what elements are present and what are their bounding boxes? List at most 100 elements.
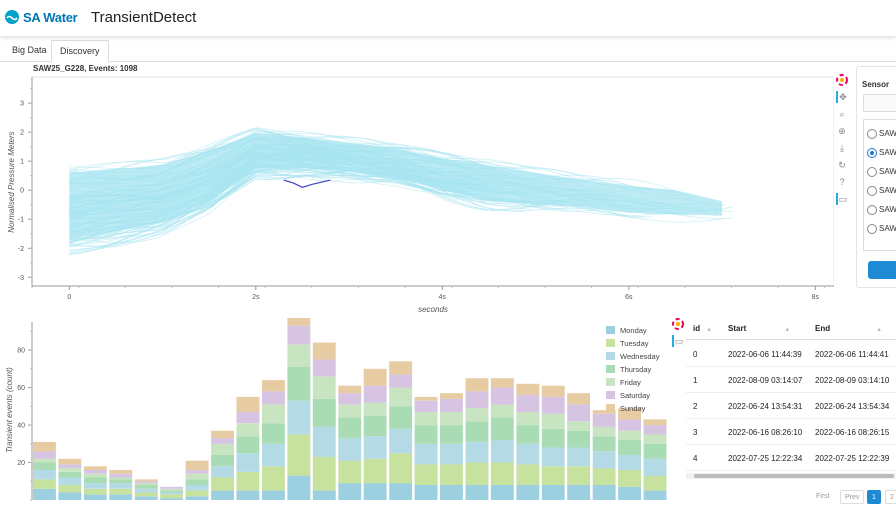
pan-icon[interactable]: ✥ <box>836 91 848 103</box>
tab-discovery[interactable]: Discovery <box>51 40 109 62</box>
col-label: End <box>815 324 831 333</box>
table-row[interactable]: 4 2022-07-25 12:22:34 2022-07-25 12:22:3… <box>686 445 896 471</box>
bar-y-tick-label: 80 <box>17 348 25 355</box>
sensor-radio-list[interactable]: SAW1 SAW2 SAW1 SAW2 SAW2 SAW4 <box>863 119 896 251</box>
bar-segment <box>414 425 438 444</box>
bar-segment <box>465 391 489 409</box>
sensor-option[interactable]: SAW1 <box>864 124 896 143</box>
sort-icon[interactable]: ▲ <box>876 327 883 333</box>
pager-prev[interactable]: Prev <box>840 490 865 504</box>
radio-button[interactable] <box>867 185 877 196</box>
bar-segment <box>338 404 362 418</box>
bar-segment <box>312 376 336 399</box>
pager-next[interactable]: 2 <box>885 490 896 504</box>
bar-segment <box>643 475 667 491</box>
bar-segment <box>389 406 413 429</box>
bar-segment <box>440 443 463 465</box>
bar-y-tick-label: 60 <box>17 385 25 392</box>
radio-button[interactable] <box>867 128 877 139</box>
bar-segment <box>541 413 565 429</box>
bar-segment <box>592 413 616 427</box>
transient-events-bar-chart[interactable]: 20 40 60 80 Transient events (count) Monday… <box>0 318 690 504</box>
pager-first[interactable]: First <box>816 493 830 500</box>
tab-big-data[interactable]: Big Data <box>12 45 47 55</box>
pressure-trace <box>69 174 726 254</box>
col-start[interactable]: Start ▲ <box>728 324 790 333</box>
table-horizontal-scrollbar[interactable] <box>686 473 896 479</box>
legend-swatch <box>606 378 615 386</box>
radio-button[interactable] <box>867 166 877 177</box>
bar-segment <box>58 468 82 472</box>
x-tick-label: 8s <box>812 294 820 301</box>
legend-label: Wednesday <box>620 352 660 361</box>
radio-button-selected[interactable] <box>867 147 877 158</box>
sa-water-logo[interactable]: SA Water <box>4 9 78 25</box>
bar-segment <box>185 485 209 491</box>
bar-segment <box>211 430 234 439</box>
y-tick-label: -1 <box>18 217 24 224</box>
help-icon[interactable]: ? <box>839 177 845 187</box>
col-id[interactable]: id ▲ <box>693 324 712 333</box>
bar-segment <box>541 396 565 414</box>
radio-button[interactable] <box>867 204 877 215</box>
x-tick-label: 4s <box>439 294 447 301</box>
bokeh-logo-icon[interactable] <box>836 74 848 86</box>
legend-label: Sunday <box>620 404 646 413</box>
table-pager: First Prev 1 2 <box>686 488 896 504</box>
cell-end: 2022-06-06 11:44:41 <box>815 350 889 359</box>
bar-segment <box>338 460 362 484</box>
bar-segment <box>618 486 641 500</box>
table-row[interactable]: 0 2022-06-06 11:44:39 2022-06-06 11:44:4… <box>686 341 896 367</box>
pressure-line-chart[interactable]: SAW25_G228, Events: 1098 0 2s 4s 6s 8s 3 2 1 0 -1… <box>0 62 834 318</box>
bar-axes: 20 40 60 80 <box>17 322 33 501</box>
bar-segment <box>58 485 82 493</box>
y-tick-label: 2 <box>20 130 24 137</box>
pager-current[interactable]: 1 <box>867 490 881 504</box>
sensor-option[interactable]: SAW1 <box>864 162 896 181</box>
col-end[interactable]: End ▲ <box>815 324 882 333</box>
sensor-option[interactable]: SAW2 <box>864 181 896 200</box>
sensor-filter-input[interactable] <box>863 94 896 112</box>
bar-segment <box>185 490 209 497</box>
bar-segment <box>58 492 82 500</box>
table-row[interactable]: 3 2022-06-16 08:26:10 2022-06-16 08:26:1… <box>686 419 896 445</box>
reset-icon[interactable]: ↻ <box>838 160 846 170</box>
hover-icon[interactable]: ▭ <box>672 335 684 347</box>
bar-segment <box>33 451 56 459</box>
bar-segment <box>83 466 107 470</box>
bar-segment <box>134 485 158 489</box>
table-row[interactable]: 2 2022-06-24 13:54:31 2022-06-24 13:54:3… <box>686 393 896 419</box>
scrollbar-thumb[interactable] <box>694 474 894 478</box>
bar-segment <box>389 374 413 388</box>
events-table: id ▲ Start ▲ End ▲ 0 2022-06-06 11:44:39 20… <box>686 316 896 504</box>
sort-icon[interactable]: ▲ <box>706 327 713 333</box>
chart-toolbar: ✥ ⌕ ⊕ ⤓ ↻ ? ▭ <box>836 74 850 210</box>
bar-segment <box>389 453 413 484</box>
axes: 0 2s 4s 6s 8s 3 2 1 0 -1 -2 -3 <box>18 77 834 301</box>
box-zoom-icon[interactable]: ⌕ <box>839 109 845 119</box>
bokeh-logo-icon[interactable] <box>672 318 684 330</box>
bar-segment <box>465 408 489 422</box>
hover-icon[interactable]: ▭ <box>836 193 848 205</box>
cell-id: 0 <box>693 350 698 359</box>
bar-segment <box>160 492 184 495</box>
sort-icon[interactable]: ▲ <box>784 327 791 333</box>
table-row[interactable]: 1 2022-08-09 03:14:07 2022-08-09 03:14:1… <box>686 367 896 393</box>
bar-segment <box>312 359 336 377</box>
bar-segment <box>33 479 56 489</box>
sensor-apply-button[interactable] <box>868 261 896 279</box>
bar-segment <box>414 411 438 425</box>
y-tick-label: 0 <box>20 188 24 195</box>
save-icon[interactable]: ⤓ <box>840 143 844 153</box>
sensor-option[interactable]: SAW2 <box>864 143 896 162</box>
bar-segment <box>134 492 158 497</box>
sensor-option[interactable]: SAW2 <box>864 200 896 219</box>
sensor-option[interactable]: SAW4 <box>864 219 896 238</box>
legend-swatch <box>606 391 615 399</box>
pressure-trace <box>69 136 682 197</box>
radio-button[interactable] <box>867 223 877 234</box>
wheel-zoom-icon[interactable]: ⊕ <box>838 126 846 136</box>
bar-segment <box>618 419 641 431</box>
bar-segment <box>312 342 336 360</box>
bar-segment <box>643 443 667 459</box>
